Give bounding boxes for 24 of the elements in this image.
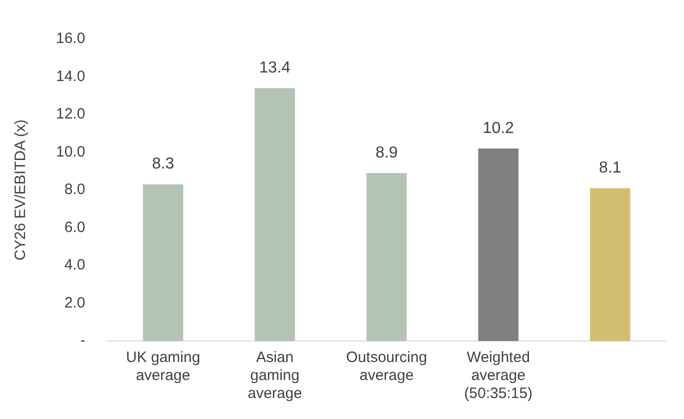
y-tick-label: 10.0 [56, 143, 86, 160]
data-label: 8.9 [375, 144, 398, 162]
bar [254, 88, 295, 341]
bar [142, 184, 184, 341]
y-tick-label: 12.0 [56, 106, 86, 123]
y-tick-label: 8.0 [64, 181, 86, 198]
data-label: 8.3 [152, 156, 174, 173]
bar [366, 173, 407, 341]
data-label: 10.2 [482, 120, 514, 137]
y-tick-label: - [80, 332, 86, 350]
x-tick-label: Weighted average (50:35:15) [464, 349, 533, 402]
bar [478, 148, 518, 341]
y-tick-label: 16.0 [56, 30, 86, 48]
y-tick-label: 14.0 [56, 68, 86, 85]
bar [590, 188, 630, 341]
x-tick-label: Outsourcing average [346, 349, 428, 384]
data-label: 13.4 [259, 59, 291, 76]
data-label: 8.1 [598, 160, 622, 177]
x-tick-label: UK gaming average [126, 349, 200, 384]
y-tick-label: 6.0 [64, 218, 86, 236]
x-tick-label: Asian gaming average [248, 349, 302, 402]
y-tick-label: 4.0 [64, 256, 86, 274]
y-tick-label: 2.0 [64, 294, 86, 312]
y-axis-title: CY26 EV/EBITDA (x) [12, 120, 30, 260]
